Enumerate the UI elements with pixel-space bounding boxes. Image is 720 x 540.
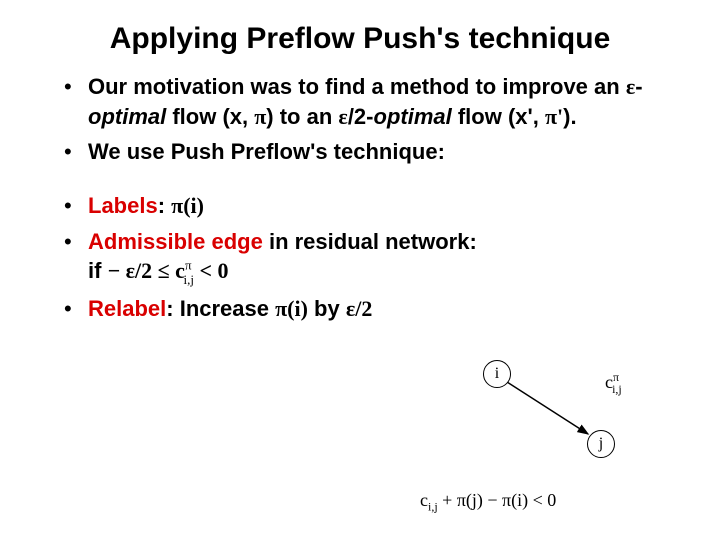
bullet-relabel: Relabel: Increase π(i) by ε/2 [64,294,680,324]
text: - [635,74,642,99]
pi: π [254,104,266,129]
edge-arrow [507,382,588,434]
page-title: Applying Preflow Push's technique [0,0,720,62]
optimal-word: optimal [88,104,166,129]
cond: − ε/2 ≤ c [108,258,185,283]
optimal-word: optimal [374,104,452,129]
sub-ij: i,j [612,382,622,396]
text: /2- [348,104,374,129]
bullet-list: Our motivation was to find a method to i… [64,72,680,324]
text: We use Push Preflow's technique: [88,139,445,164]
if-text: if [88,258,108,283]
edge-label: cπi,j [605,370,622,397]
text: ) to an [266,104,338,129]
bullet-labels: Labels: π(i) [64,191,680,221]
epsilon: ε [626,74,635,99]
keyword-labels: Labels [88,193,158,218]
content-area: Our motivation was to find a method to i… [0,62,720,324]
text: ). [563,104,576,129]
keyword-admissible: Admissible edge [88,229,263,254]
bullet-motivation: Our motivation was to find a method to i… [64,72,680,131]
sub-ij: i,j [184,272,194,287]
bullet-admissible: Admissible edge in residual network: if … [64,227,680,289]
text: in residual network: [263,229,477,254]
text: : [158,193,171,218]
keyword-relabel: Relabel [88,296,166,321]
bullet-technique: We use Push Preflow's technique: [64,137,680,167]
bottom-equation: ci,j + π(j) − π(i) < 0 [420,490,556,515]
lt-zero: < 0 [194,258,229,283]
text: flow (x', [452,104,545,129]
node-i: i [483,360,511,388]
sup-pi: π [185,258,192,273]
node-j: j [587,430,615,458]
text: flow (x, [166,104,254,129]
eps-half: ε/2 [346,296,373,321]
text: Our motivation was to find a method to i… [88,74,626,99]
by-text: by [308,296,346,321]
pi-prime: π' [545,104,563,129]
sub-ij: i,j [428,500,438,514]
pi-i: π(i) [275,296,308,321]
text: : Increase [166,296,275,321]
c: c [420,490,428,510]
rest: + π(j) − π(i) < 0 [438,490,557,510]
epsilon: ε [338,104,347,129]
pi-i: π(i) [171,193,204,218]
